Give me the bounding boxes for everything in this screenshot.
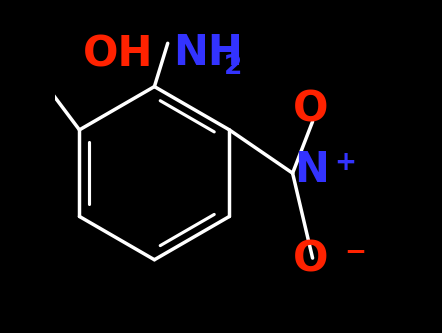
Text: +: + — [334, 150, 356, 176]
Text: 2: 2 — [225, 54, 243, 80]
Text: O: O — [293, 89, 329, 131]
Text: O: O — [293, 239, 329, 281]
Text: −: − — [344, 240, 366, 266]
Text: N: N — [294, 149, 329, 191]
Text: OH: OH — [83, 34, 153, 76]
Text: NH: NH — [173, 32, 243, 74]
